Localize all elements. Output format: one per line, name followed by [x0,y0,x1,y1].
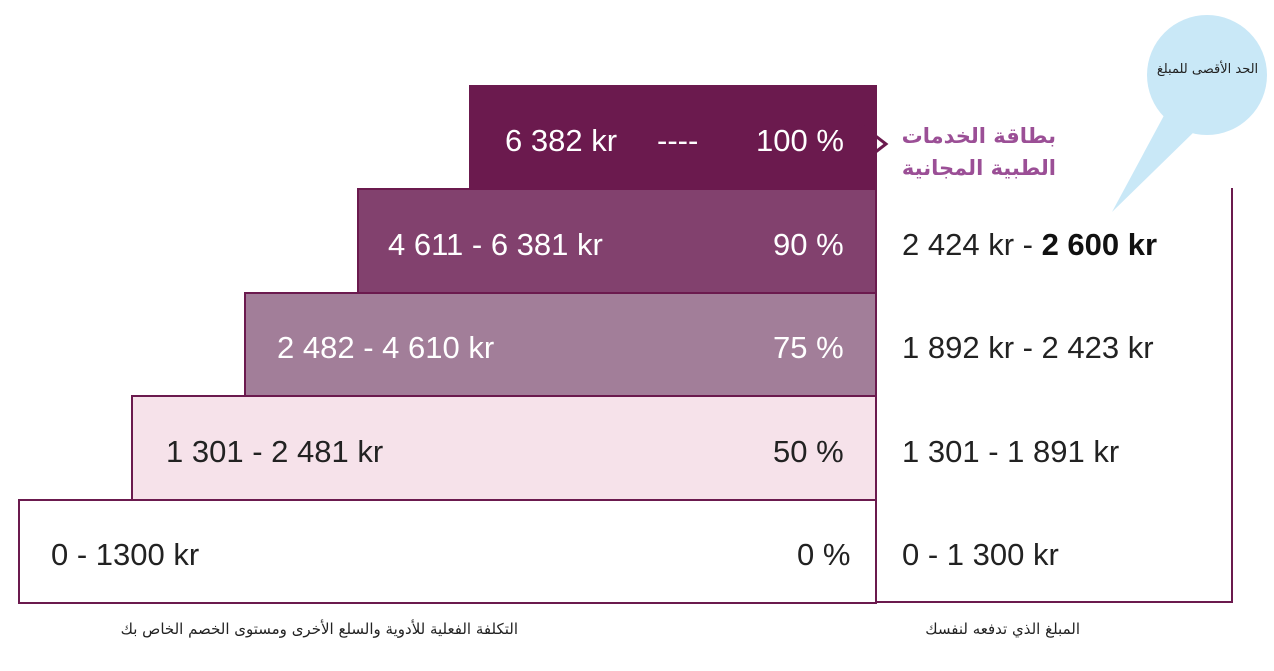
level-90-you-pay-start: 2 424 kr - [902,227,1042,262]
level-0-box [18,499,877,604]
level-75-percent: 75 % [773,330,844,365]
level-0-cost: 0 - 1300 kr [51,537,200,572]
level-90-you-pay: 2 424 kr - 2 600 kr [902,227,1157,263]
caption-right: المبلغ الذي تدفعه لنفسك [925,620,1080,638]
level-0-you-pay: 0 - 1 300 kr [902,537,1059,572]
level-90-cost: 4 611 - 6 381 kr [388,227,603,262]
level-50-percent: 50 % [773,434,844,469]
chevron-right-icon [859,122,889,166]
bubble-body [1147,15,1267,135]
level-75-you-pay: 1 892 kr - 2 423 kr [902,330,1154,365]
bubble-shape [1112,108,1196,212]
level-50-you-pay: 1 301 - 1 891 kr [902,434,1120,469]
level-0-percent: 0 % [797,537,851,572]
level-100-cost: 6 382 kr [505,123,618,158]
level-75-box [244,292,877,397]
free-card-line2: الطبية المجانية [901,156,1056,180]
level-90-box [357,188,877,294]
level-90-percent: 90 % [773,227,844,262]
level-90-you-pay-max: 2 600 kr [1041,227,1158,262]
level-100-box [469,85,877,190]
level-100-dashes: ---- [657,123,699,158]
you-pay-column [875,188,1233,603]
level-100-percent: 100 % [756,123,844,158]
level-75-cost: 2 482 - 4 610 kr [277,330,495,365]
caption-left: التكلفة الفعلية للأدوية والسلع الأخرى وم… [120,620,518,638]
free-card-line1: بطاقة الخدمات [901,124,1056,148]
bubble-label: الحد الأقصى للمبلغ [1156,62,1259,77]
level-50-cost: 1 301 - 2 481 kr [166,434,384,469]
level-50-box [131,395,877,501]
